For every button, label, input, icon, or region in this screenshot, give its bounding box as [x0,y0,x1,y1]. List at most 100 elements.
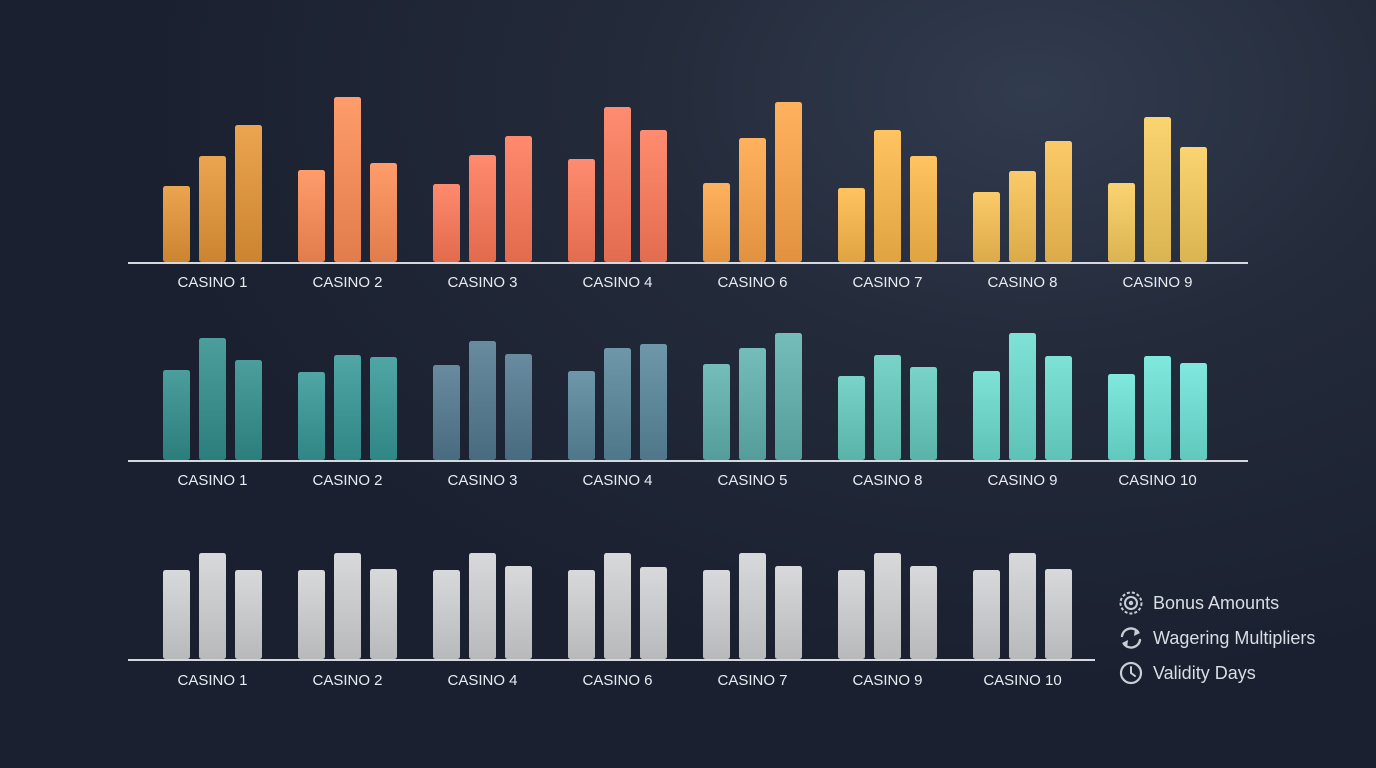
bar [703,364,730,460]
x-tick-label: CASINO 1 [177,672,247,689]
bar-group-casino-8 [838,355,937,460]
bar-chart-2: CASINO 1 CASINO 2 CASINO 3 CASINO 4 CASINO 5… [128,333,1248,489]
x-tick-label: CASINO 10 [983,672,1061,689]
bar-group-casino-7 [703,553,802,659]
legend-label-wagering: Wagering Multipliers [1153,628,1315,648]
bar [334,355,361,460]
bar [910,367,937,460]
bar [235,360,262,460]
bar [838,188,865,262]
bar [370,163,397,262]
bar [433,184,460,262]
bar [505,354,532,460]
bar [199,156,226,262]
x-tick-label: CASINO 10 [1118,472,1196,489]
x-tick-label: CASINO 9 [852,672,922,689]
bar [298,372,325,460]
bar-group-casino-4 [433,553,532,659]
bar-chart-3: CASINO 1 CASINO 2 CASINO 4 CASINO 6 CASINO 7… [128,553,1095,689]
bar-group-casino-5 [703,333,802,460]
bar-group-casino-9 [838,553,937,659]
bar-group-casino-4 [568,344,667,460]
bar [1045,569,1072,659]
bar [604,107,631,262]
bar [1009,171,1036,262]
bar [370,357,397,460]
legend-label-validity: Validity Days [1153,663,1256,683]
bar [1009,333,1036,460]
bar-group-casino-2 [298,97,397,262]
bar [910,566,937,659]
bar [1045,356,1072,460]
bar [775,333,802,460]
bar-group-casino-10 [1108,356,1207,460]
bar [874,130,901,262]
x-tick-label: CASINO 2 [312,672,382,689]
legend: Bonus Amounts Wagering Multipliers Valid… [1119,591,1315,685]
legend-item-wagering: Wagering Multipliers [1120,627,1315,649]
bar [568,371,595,460]
bar [505,136,532,262]
bar-group-casino-4 [568,107,667,262]
bar [505,566,532,659]
x-tick-label: CASINO 3 [447,274,517,291]
bonus-coin-icon [1119,591,1143,615]
bar [199,553,226,659]
x-tick-label: CASINO 7 [717,672,787,689]
bar [739,348,766,460]
x-tick-label: CASINO 7 [852,274,922,291]
x-tick-label: CASINO 5 [717,472,787,489]
bar [703,570,730,659]
bar-group-casino-7 [838,130,937,262]
bar-group-casino-2 [298,355,397,460]
bar [1045,141,1072,262]
bar-group-casino-9 [973,333,1072,460]
bar-group-casino-9 [1108,117,1207,262]
bar [640,344,667,460]
bar [703,183,730,262]
clock-icon [1119,661,1143,685]
bar [739,138,766,262]
bar-group-casino-6 [568,553,667,659]
bar [163,186,190,262]
x-tick-label: CASINO 1 [177,472,247,489]
bar-group-casino-3 [433,136,532,262]
x-tick-label: CASINO 1 [177,274,247,291]
bar-group-casino-10 [973,553,1072,659]
bar [1180,363,1207,460]
x-tick-label: CASINO 6 [717,274,787,291]
x-tick-label: CASINO 6 [582,672,652,689]
bar [838,570,865,659]
bar [775,102,802,262]
bar-group-casino-1 [163,125,262,262]
x-tick-label: CASINO 2 [312,472,382,489]
bar [469,155,496,262]
bar [199,338,226,460]
x-tick-label: CASINO 9 [1122,274,1192,291]
bar [568,159,595,262]
x-tick-label: CASINO 4 [447,672,517,689]
bar [433,365,460,460]
bar [298,170,325,262]
bar [973,192,1000,262]
x-tick-label: CASINO 4 [582,274,652,291]
bar [163,370,190,460]
x-tick-label: CASINO 8 [852,472,922,489]
bar-group-casino-1 [163,338,262,460]
bar [973,570,1000,659]
bar [433,570,460,659]
bar [568,570,595,659]
bar [235,125,262,262]
bar [604,348,631,460]
bar-group-casino-1 [163,553,262,659]
x-tick-label: CASINO 4 [582,472,652,489]
bar [640,130,667,262]
bar [1009,553,1036,659]
bar [1180,147,1207,262]
bar-group-casino-8 [973,141,1072,262]
bar [334,97,361,262]
x-tick-label: CASINO 2 [312,274,382,291]
bar [1108,183,1135,262]
bar [1144,117,1171,262]
legend-item-bonus: Bonus Amounts [1119,591,1279,615]
